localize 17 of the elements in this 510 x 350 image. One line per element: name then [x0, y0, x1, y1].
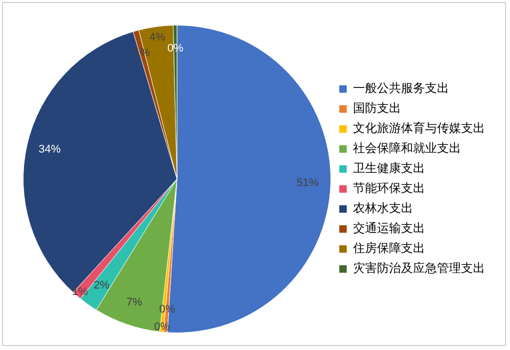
data-label: 4% — [149, 32, 166, 44]
data-label: 2% — [94, 280, 110, 292]
legend-label: 一般公共服务支出 — [353, 81, 449, 96]
legend-label: 节能环保支出 — [353, 181, 425, 196]
legend-label: 卫生健康支出 — [353, 161, 425, 176]
data-label: 34% — [38, 144, 61, 156]
data-label: 0% — [154, 320, 170, 333]
legend-label: 住房保障支出 — [352, 241, 425, 256]
data-label: 51% — [296, 177, 319, 190]
legend-label: 社会保障和就业支出 — [353, 141, 461, 156]
legend-label: 国防支出 — [353, 101, 401, 116]
legend-label: 农林水支出 — [353, 201, 413, 216]
legend-label: 交通运输支出 — [353, 221, 425, 236]
data-label: 0% — [159, 303, 176, 316]
data-label: 7% — [126, 296, 142, 309]
legend-label: 灾害防治及应急管理支出 — [353, 261, 485, 276]
legend-label: 文化旅游体育与传媒支出 — [353, 121, 485, 136]
